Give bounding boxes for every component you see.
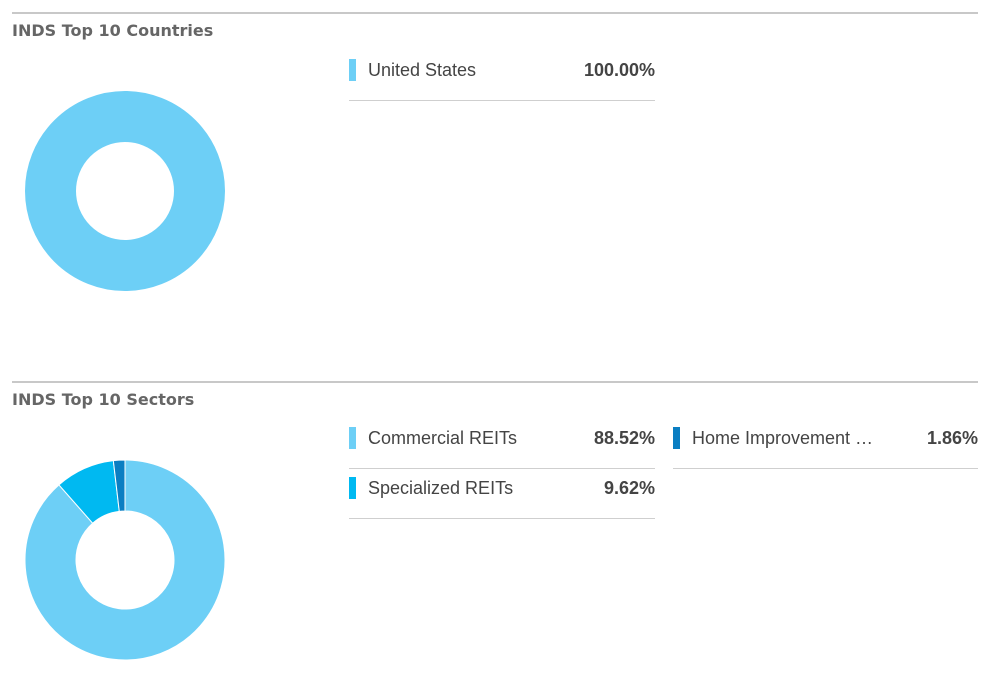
- donut-slice-united-states[interactable]: [25, 91, 225, 291]
- legend-value: 100.00%: [583, 60, 655, 80]
- legend-value: 88.52%: [593, 428, 655, 448]
- legend-item-united-states: United States 100.00%: [349, 50, 655, 101]
- legend-item-commercial-reits: Commercial REITs 88.52%: [349, 418, 655, 469]
- section-divider: [12, 12, 978, 14]
- section-divider: [12, 381, 978, 383]
- legend-swatch: [673, 427, 680, 449]
- legend-item-specialized-reits: Specialized REITs 9.62%: [349, 468, 655, 519]
- countries-title: INDS Top 10 Countries: [12, 21, 214, 40]
- legend-item-home-improvement: Home Improvement … 1.86%: [673, 418, 978, 469]
- legend-label: Commercial REITs: [368, 428, 518, 448]
- legend-swatch: [349, 477, 356, 499]
- legend-label: Home Improvement …: [692, 428, 874, 448]
- sectors-donut-chart: [24, 459, 226, 661]
- legend-swatch: [349, 59, 356, 81]
- legend-label: Specialized REITs: [368, 478, 514, 498]
- legend-value: 9.62%: [603, 478, 655, 498]
- legend-label: United States: [368, 60, 477, 80]
- countries-donut-chart: [25, 91, 225, 291]
- donut-slice-home-improvement[interactable]: [112, 459, 126, 512]
- legend-value: 1.86%: [926, 428, 978, 448]
- legend-swatch: [349, 427, 356, 449]
- donut-slice-commercial-reits[interactable]: [24, 459, 226, 661]
- sectors-title: INDS Top 10 Sectors: [12, 390, 195, 409]
